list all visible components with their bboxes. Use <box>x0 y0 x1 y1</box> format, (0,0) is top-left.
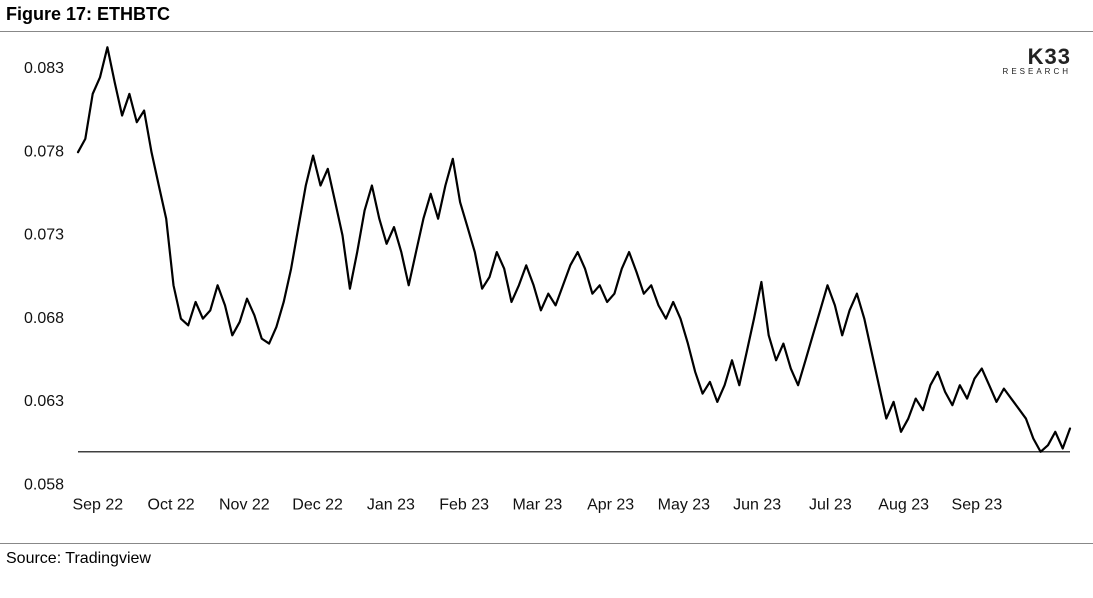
x-axis-label: May 23 <box>658 496 711 513</box>
y-axis-label: 0.083 <box>24 60 64 77</box>
y-axis-label: 0.063 <box>24 393 64 410</box>
x-axis-label: Jan 23 <box>367 496 415 513</box>
y-axis-label: 0.073 <box>24 227 64 244</box>
x-axis-label: Jun 23 <box>733 496 781 513</box>
x-axis-label: Feb 23 <box>439 496 489 513</box>
x-axis-label: Apr 23 <box>587 496 634 513</box>
x-axis-label: Nov 22 <box>219 496 270 513</box>
x-axis-label: Dec 22 <box>292 496 343 513</box>
logo-sub-text: RESEARCH <box>1003 68 1071 76</box>
logo-main-text: K33 <box>1003 46 1071 68</box>
line-chart: 0.058 0.063 0.068 0.073 0.078 0.083 Sep 22 Oct … <box>0 32 1093 543</box>
x-axis-label: Jul 23 <box>809 496 852 513</box>
x-axis-label: Sep 22 <box>73 496 124 513</box>
x-axis-label: Oct 22 <box>148 496 195 513</box>
y-axis-label: 0.078 <box>24 143 64 160</box>
x-axis-label: Mar 23 <box>512 496 562 513</box>
price-series-line <box>78 47 1070 452</box>
x-axis-label: Aug 23 <box>878 496 929 513</box>
source-caption: Source: Tradingview <box>0 544 1093 568</box>
brand-logo: K33 RESEARCH <box>1003 46 1071 76</box>
figure-title: Figure 17: ETHBTC <box>0 0 1093 32</box>
chart-container: K33 RESEARCH 0.0580.0630.0680.0730.0780.… <box>0 32 1093 544</box>
y-axis-label: 0.068 <box>24 310 64 327</box>
x-axis-label: Sep 23 <box>952 496 1003 513</box>
y-axis-label: 0.058 <box>24 476 64 493</box>
